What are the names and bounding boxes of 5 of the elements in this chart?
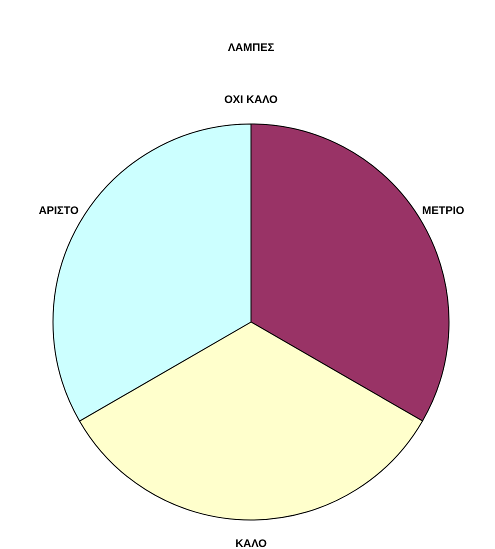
slice-label: ΚΑΛΟ [235,538,268,549]
category-label: ΟΧΙ ΚΑΛΟ [224,94,278,106]
chart-title: ΛΑΜΠΕΣ [228,42,275,54]
slice-label: ΜΕΤΡΙΟ [422,204,465,217]
slice-label: ΑΡΙΣΤΟ [38,205,80,218]
